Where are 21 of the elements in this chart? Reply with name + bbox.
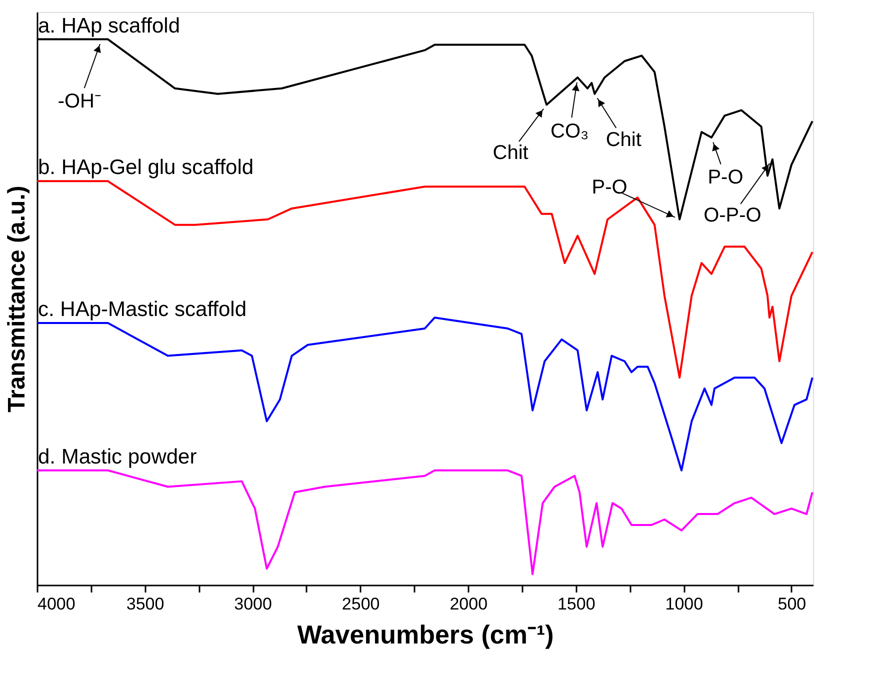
series-label: c. HAp-Mastic scaffold <box>38 298 247 322</box>
x-tick-label: 3500 <box>126 594 164 614</box>
x-tick-label: 2500 <box>342 594 380 614</box>
annotation: O-P-O <box>704 204 762 226</box>
annotation: Chit <box>492 142 529 164</box>
annotation: P-O <box>708 166 744 189</box>
x-tick-label: 1500 <box>557 594 596 614</box>
x-axis-title: Wavenumbers (cm⁻¹) <box>297 620 554 650</box>
y-axis-title: Transmittance (a.u.) <box>4 186 30 412</box>
annotation: CO₃ <box>550 120 589 142</box>
series-label: b. HAp-Gel glu scaffold <box>38 156 254 180</box>
x-tick-label: 2000 <box>450 594 488 614</box>
annotation: P-O <box>592 176 628 198</box>
annotation: -OH⁻ <box>58 90 102 112</box>
x-tick-label: 500 <box>778 594 806 614</box>
x-tick-label: 4000 <box>38 594 76 614</box>
x-tick-label: 3000 <box>234 594 272 614</box>
annotation: Chit <box>606 128 642 151</box>
x-tick-label: 1000 <box>665 594 704 614</box>
series-label: d. Mastic powder <box>38 445 197 468</box>
series-label: a. HAp scaffold <box>38 14 180 38</box>
